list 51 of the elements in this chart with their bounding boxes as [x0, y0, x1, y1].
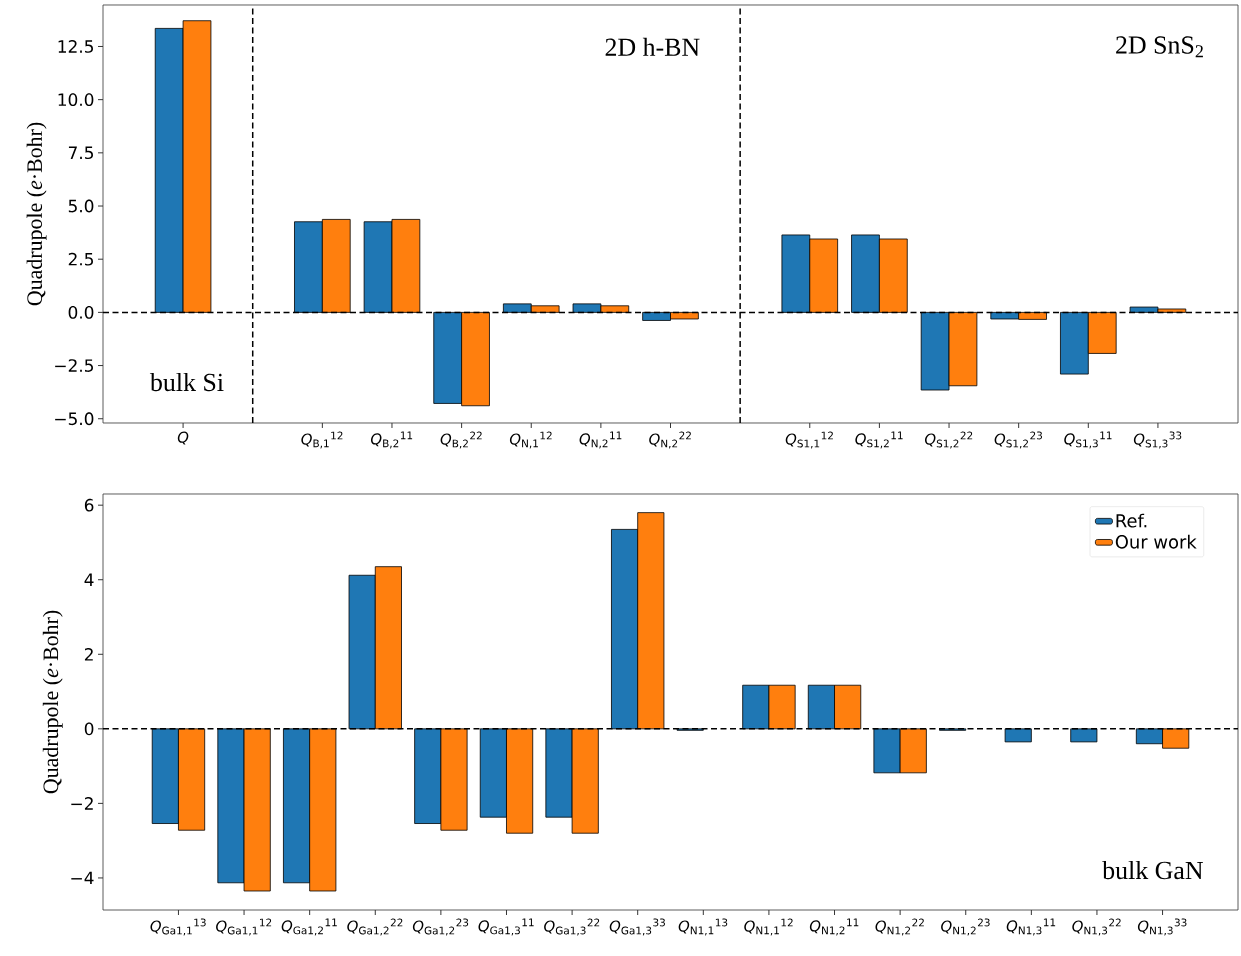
x-tick-label: Q$_{Ga1,3}$22: [544, 918, 600, 936]
x-tick-label: Q$_{S1,2}$23: [994, 431, 1042, 449]
x-tick-label: Q$_{B,2}$22: [440, 431, 482, 449]
y-tick-label: 4: [84, 573, 94, 586]
y-tick-label: 2: [84, 647, 93, 661]
x-tick-label: Q$_{Ga1,2}$23: [412, 918, 469, 936]
x-tick-label: Q$_{S1,2}$22: [924, 431, 973, 449]
y-tick-label: 5.0: [68, 199, 94, 213]
legend-label: Our work: [1115, 534, 1197, 549]
y-tick-label: −2.5: [55, 359, 93, 372]
x-tick-label: Q$_{S1,3}$33: [1133, 431, 1182, 449]
y-tick-label: −5.0: [55, 412, 94, 426]
x-tick-label: Q$_{N1,2}$22: [875, 918, 924, 936]
x-tick-label: Q$_{Ga1,2}$22: [347, 918, 403, 936]
y-tick-label: 7.5: [68, 146, 93, 160]
y-tick-label: 2.5: [68, 252, 93, 266]
y-axis-title: Quadrupole (e·Bohr): [42, 610, 63, 794]
x-tick-label: Q$_{N,1}$12: [509, 431, 552, 449]
x-tick-label: Q$_{N1,3}$33: [1137, 918, 1187, 936]
y-tick-label: 6: [84, 498, 94, 512]
x-tick-label: Q$_{N1,2}$11: [809, 918, 859, 936]
x-tick-label: Q$_{B,1}$12: [301, 431, 343, 449]
x-tick-label: Q: [177, 431, 189, 445]
annotation: 2D h-BN: [605, 37, 700, 56]
y-tick-label: −2: [71, 797, 93, 810]
x-tick-label: Q$_{N1,2}$23: [941, 918, 990, 936]
x-tick-label: Q$_{Ga1,1}$12: [216, 918, 272, 936]
x-tick-label: Q$_{S1,1}$12: [785, 431, 833, 449]
x-tick-label: Q$_{S1,3}$11: [1064, 431, 1112, 449]
annotation: 2D SnS$_{2}$: [1116, 36, 1203, 58]
x-tick-label: Q$_{Ga1,1}$13: [150, 918, 206, 936]
y-tick-label: 12.5: [58, 40, 93, 53]
x-tick-label: Q$_{S1,2}$11: [855, 431, 903, 449]
x-tick-label: Q$_{Ga1,3}$11: [478, 918, 534, 936]
y-tick-label: 0: [84, 722, 94, 736]
x-tick-label: Q$_{N,2}$11: [579, 431, 622, 449]
y-tick-label: 10.0: [58, 93, 94, 107]
y-tick-label: 0.0: [68, 305, 94, 319]
x-tick-label: Q$_{B,2}$11: [370, 431, 413, 449]
annotation: bulk Si: [149, 372, 224, 392]
x-tick-label: Q$_{Ga1,2}$11: [281, 918, 337, 936]
y-tick-label: −4: [71, 871, 94, 885]
x-tick-label: Q$_{N1,3}$22: [1072, 918, 1121, 936]
legend-label: Ref.: [1116, 513, 1147, 528]
annotation: bulk GaN: [1102, 860, 1203, 880]
x-tick-label: Q$_{N,2}$22: [649, 431, 691, 449]
x-tick-label: Q$_{Ga1,3}$33: [609, 918, 665, 936]
y-axis-title: Quadrupole (e·Bohr): [26, 122, 47, 306]
x-tick-label: Q$_{N1,1}$13: [678, 918, 728, 936]
x-tick-label: Q$_{N1,3}$11: [1006, 918, 1056, 936]
x-tick-label: Q$_{N1,1}$12: [744, 918, 793, 936]
